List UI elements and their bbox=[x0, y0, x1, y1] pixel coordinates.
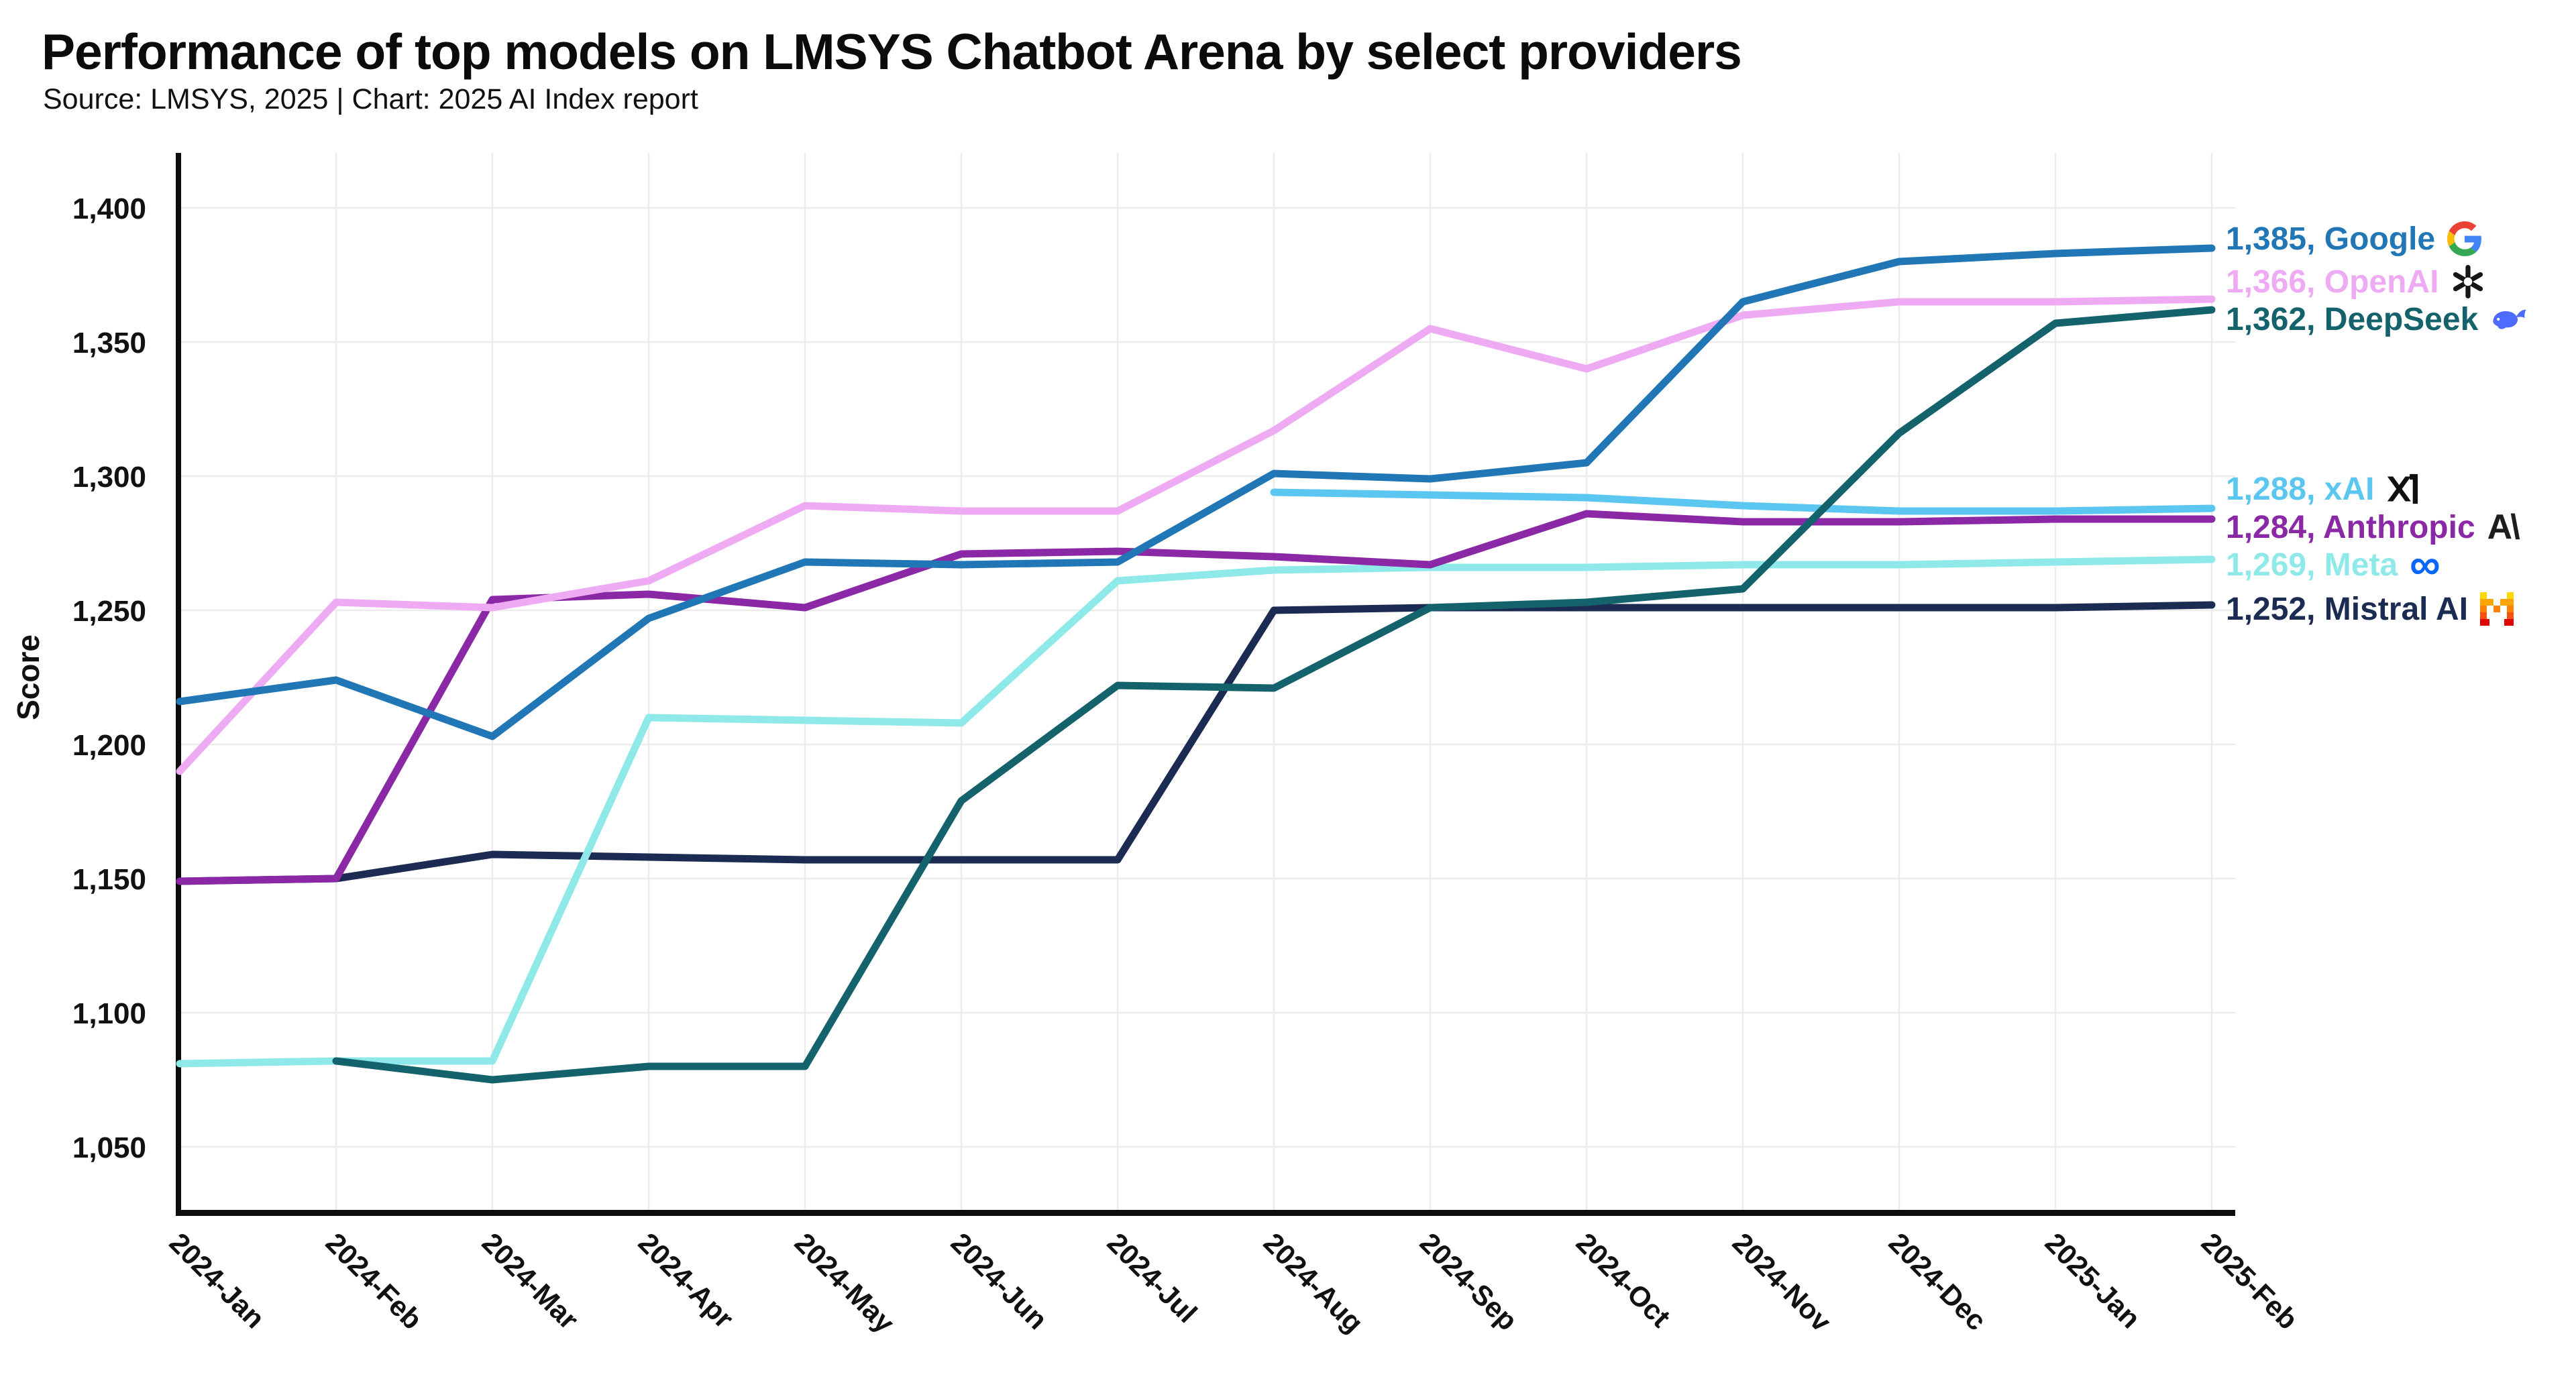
y-tick-label: 1,250 bbox=[72, 595, 146, 628]
x-tick-label: 2025-Jan bbox=[2039, 1227, 2147, 1334]
x-axis-spine bbox=[176, 1210, 2235, 1216]
series-line-xai bbox=[1270, 488, 2216, 515]
y-tick-label: 1,050 bbox=[72, 1131, 146, 1164]
series-line-anthropic bbox=[176, 510, 2216, 885]
x-tick-label: 2024-Sep bbox=[1414, 1227, 1524, 1337]
x-tick-label: 2024-Oct bbox=[1570, 1227, 1677, 1333]
x-tick-label: 2024-Aug bbox=[1258, 1227, 1370, 1339]
y-axis-spine bbox=[176, 153, 181, 1216]
y-tick-label: 1,100 bbox=[72, 997, 146, 1030]
x-tick-label: 2024-Jan bbox=[164, 1227, 271, 1334]
x-tick-label: 2024-Nov bbox=[1727, 1227, 1838, 1338]
y-tick-label: 1,400 bbox=[72, 192, 146, 225]
series-line-openai bbox=[176, 295, 2216, 775]
series-line-google bbox=[176, 244, 2216, 740]
gridlines bbox=[178, 153, 2235, 1210]
x-tick-label: 2024-Mar bbox=[476, 1227, 585, 1335]
y-tick-label: 1,200 bbox=[72, 729, 146, 762]
x-tick-label: 2024-Dec bbox=[1883, 1227, 1993, 1337]
page-title: Performance of top models on LMSYS Chatb… bbox=[42, 23, 1742, 80]
y-axis-title: Score bbox=[11, 634, 46, 720]
y-tick-label: 1,300 bbox=[72, 461, 146, 494]
series-line-deepseek bbox=[332, 306, 2216, 1084]
x-tick-label: 2024-Jul bbox=[1102, 1227, 1203, 1329]
source-line: Source: LMSYS, 2025 | Chart: 2025 AI Ind… bbox=[43, 83, 698, 115]
series-line-meta bbox=[176, 555, 2216, 1068]
y-tick-label: 1,350 bbox=[72, 327, 146, 359]
x-tick-label: 2024-Apr bbox=[633, 1227, 740, 1334]
x-tick-label: 2024-Feb bbox=[320, 1227, 429, 1335]
series-line-mistral-ai bbox=[176, 601, 2216, 885]
x-tick-label: 2024-Jun bbox=[945, 1227, 1054, 1335]
x-tick-label: 2024-May bbox=[789, 1227, 901, 1339]
y-tick-label: 1,150 bbox=[72, 863, 146, 896]
x-tick-label: 2025-Feb bbox=[2196, 1227, 2304, 1335]
